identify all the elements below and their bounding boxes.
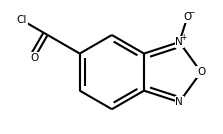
Text: N: N — [176, 97, 183, 107]
Text: +: + — [181, 33, 187, 42]
Text: O: O — [30, 53, 38, 63]
Text: Cl: Cl — [17, 15, 27, 25]
Text: O: O — [197, 67, 205, 77]
Text: −: − — [189, 8, 195, 17]
Text: N: N — [176, 37, 183, 47]
Text: O: O — [183, 12, 191, 22]
